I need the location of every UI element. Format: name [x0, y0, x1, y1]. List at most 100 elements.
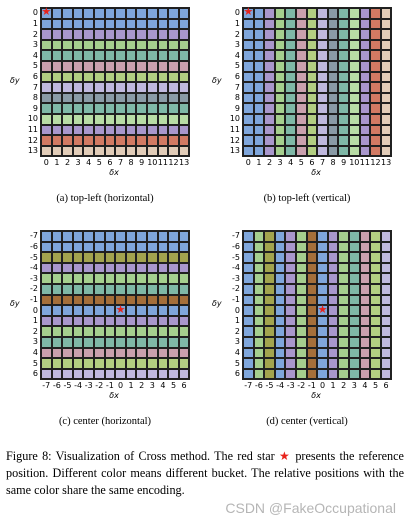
grid-cell [338, 29, 349, 40]
y-tick-label: 3 [234, 337, 240, 347]
grid-cell [178, 262, 190, 274]
grid-cell [359, 103, 371, 114]
grid-cell [253, 262, 265, 274]
grid-cell [306, 326, 318, 337]
grid-cell [83, 315, 94, 327]
grid-cell [83, 124, 94, 136]
grid-cell [115, 368, 126, 380]
grid-cell [136, 368, 147, 380]
grid-cell [380, 113, 392, 125]
grid-cell [253, 347, 265, 359]
grid-cell [338, 273, 349, 284]
y-tick-label: -2 [30, 284, 38, 294]
grid-cell [93, 252, 105, 263]
grid-cell [295, 326, 307, 337]
grid-cell [178, 135, 190, 146]
grid-cell [338, 82, 349, 93]
grid-cell [274, 60, 286, 72]
grid-cell [253, 39, 265, 51]
x-tick-label: 3 [351, 381, 357, 391]
grid-cell [359, 231, 371, 242]
grid-cell [253, 50, 265, 61]
grid-cell [370, 39, 381, 51]
grid-cell [264, 368, 275, 380]
grid-cell [253, 305, 265, 316]
grid-cell [264, 305, 275, 316]
x-tick-label: 1 [256, 158, 262, 168]
grid-cell [51, 315, 63, 327]
grid-cell [136, 71, 147, 83]
grid-cell [178, 252, 190, 263]
grid-cell [253, 283, 265, 295]
grid-cell [274, 29, 286, 40]
grid-cell [317, 124, 328, 136]
grid-cell [348, 92, 360, 104]
grid-cell [72, 326, 84, 337]
grid-cell [370, 231, 381, 242]
grid-cell [348, 315, 360, 327]
grid-cell [285, 358, 296, 369]
y-tick-label: 6 [234, 71, 240, 81]
grid-cell [146, 305, 158, 316]
grid-cell [125, 358, 137, 369]
grid-a [40, 7, 191, 158]
grid-cell [83, 326, 94, 337]
grid-cell [115, 71, 126, 83]
grid-cell [380, 273, 392, 284]
grid-cell [295, 113, 307, 125]
grid-cell [359, 145, 371, 157]
grid-cell [93, 103, 105, 114]
grid-cell [83, 29, 94, 40]
y-tick-label: 1 [32, 18, 38, 28]
x-tick-label: 11 [359, 158, 370, 168]
grid-cell [253, 92, 265, 104]
x-tick-label: 0 [117, 381, 124, 391]
grid-cell [295, 368, 307, 380]
grid-cell [178, 39, 190, 51]
grid-cell [136, 315, 147, 327]
grid-cell [306, 358, 318, 369]
grid-cell [380, 347, 392, 359]
grid-cell [317, 326, 328, 337]
grid-cell [359, 336, 371, 348]
grid-cell [327, 50, 339, 61]
grid-cell [285, 92, 296, 104]
grid-cell [348, 135, 360, 146]
grid-cell [243, 283, 254, 295]
grid-cell [380, 231, 392, 242]
grid-cell [178, 283, 190, 295]
grid-cell [136, 18, 147, 30]
subfigure-caption: (c) center (horizontal) [58, 416, 152, 428]
grid-cell [274, 283, 286, 295]
grid-cell [157, 252, 169, 263]
grid-cell [178, 71, 190, 83]
y-axis-label: δy [212, 76, 222, 86]
grid-cell [348, 336, 360, 348]
grid-cell [317, 103, 328, 114]
grid-cell [264, 231, 275, 242]
grid-cell [104, 113, 116, 125]
grid-cell [83, 347, 94, 359]
x-tick-label: 2 [139, 381, 145, 391]
grid-cell [348, 273, 360, 284]
grid-cell [243, 92, 254, 104]
grid-cell [41, 29, 52, 40]
grid-cell [243, 347, 254, 359]
grid-cell [115, 60, 126, 72]
grid-cell [295, 135, 307, 146]
grid-cell [157, 113, 169, 125]
grid-cell [338, 145, 349, 157]
grid-cell [178, 18, 190, 30]
grid-cell [41, 315, 52, 327]
grid-cell [136, 145, 147, 157]
grid-cell [115, 113, 126, 125]
grid-cell [295, 50, 307, 61]
grid-cell [104, 252, 116, 263]
grid-cell [295, 29, 307, 40]
grid-cell [348, 145, 360, 157]
grid-cell [243, 336, 254, 348]
grid-cell [62, 18, 73, 30]
grid-cell [178, 50, 190, 61]
grid-cell [104, 262, 116, 274]
grid-cell [306, 124, 318, 136]
